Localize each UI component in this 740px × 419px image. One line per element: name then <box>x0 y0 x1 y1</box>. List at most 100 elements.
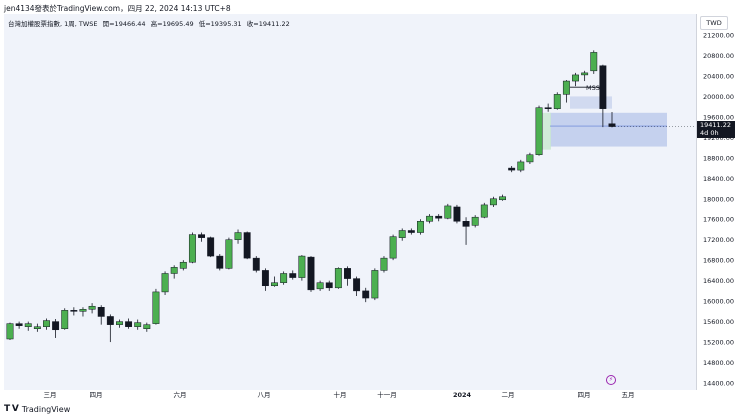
y-tick-label: 19600.00 <box>703 113 734 121</box>
y-tick-label: 16400.00 <box>703 277 734 285</box>
candle-body <box>234 232 242 240</box>
y-tick-label: 14800.00 <box>703 359 734 367</box>
candle-body <box>380 257 388 271</box>
candle-body <box>125 321 133 327</box>
candle-body <box>444 205 452 219</box>
x-tick-label: 八月 <box>258 391 271 399</box>
price-axis[interactable] <box>696 14 740 390</box>
tradingview-logo-icon: T V <box>4 404 19 414</box>
candle-body <box>398 230 406 238</box>
candle-body <box>353 278 361 292</box>
candle-body <box>334 268 342 289</box>
candle-body <box>79 309 87 312</box>
candle-body <box>179 261 187 269</box>
candle-body <box>581 72 589 76</box>
candle-body <box>298 255 306 278</box>
candle-body <box>499 196 506 201</box>
candle-body <box>517 161 525 171</box>
candle-body <box>590 52 598 72</box>
candle-body <box>417 221 424 233</box>
x-tick-label: 三月 <box>44 391 57 399</box>
candle-body <box>170 267 178 274</box>
candle-body <box>316 282 324 290</box>
candle-body <box>471 216 479 226</box>
candle-body <box>6 323 14 340</box>
publish-header: jen4134發表於TradingView.com，四月 22, 2024 14… <box>4 4 231 13</box>
candle-body <box>88 305 96 310</box>
candle-body <box>371 270 379 299</box>
lightning-icon[interactable]: ⚡ <box>606 375 616 385</box>
candle-body <box>508 167 516 171</box>
candle-body <box>544 107 552 109</box>
candle-body <box>599 65 607 109</box>
candle-body <box>407 230 415 233</box>
candle-body <box>24 323 32 327</box>
y-tick-label: 16800.00 <box>703 257 734 265</box>
y-tick-label: 17600.00 <box>703 216 734 224</box>
x-tick-label: 十月 <box>334 390 347 399</box>
candle-body <box>261 270 269 287</box>
current-price-tag: 19411.22 4d 0h <box>697 121 735 138</box>
symbol-legend: 台灣加權股票指數, 1周, TWSE 開=19466.44 高=19695.49… <box>8 18 293 28</box>
candle-body <box>152 291 160 324</box>
x-tick-label: 六月 <box>174 390 187 399</box>
candle-body <box>489 198 497 206</box>
candle-body <box>134 322 142 327</box>
candle-body <box>106 316 114 325</box>
candle-body <box>307 256 315 291</box>
x-tick-label: 十一月 <box>377 390 397 399</box>
order-block-box <box>550 112 667 147</box>
x-tick-label: 四月 <box>90 391 103 399</box>
candle-body <box>15 323 23 326</box>
candle-body <box>480 204 488 218</box>
candle-body <box>207 237 215 257</box>
candle-body <box>188 234 196 263</box>
candle-body <box>252 257 260 271</box>
candle-body <box>198 234 205 238</box>
legend-open: 開=19466.44 <box>102 20 146 28</box>
candle-body <box>325 282 333 289</box>
candle-body <box>52 321 60 331</box>
legend-high: 高=19695.49 <box>150 20 194 28</box>
candle-body <box>216 255 224 269</box>
candle-body <box>280 273 288 283</box>
legend-close: 收=19411.22 <box>246 20 290 28</box>
current-price: 19411.22 <box>700 121 732 129</box>
legend-symbol: 台灣加權股票指數, 1周, TWSE <box>8 20 98 28</box>
candle-body <box>344 268 351 279</box>
bar-countdown: 4d 0h <box>700 129 719 137</box>
candle-body <box>562 80 570 95</box>
candle-body <box>453 206 461 222</box>
candle-body <box>43 320 50 327</box>
candle-body <box>435 215 443 219</box>
candle-body <box>526 154 534 163</box>
candle-body <box>61 310 69 330</box>
candle-body <box>225 239 233 269</box>
x-tick-label: 五月 <box>622 391 635 399</box>
mss-annotation: MSS <box>586 84 600 92</box>
x-tick-label: 四月 <box>578 391 591 399</box>
y-tick-label: 20400.00 <box>703 72 734 80</box>
y-tick-label: 20000.00 <box>703 93 734 101</box>
x-tick-label: 2024 <box>453 391 472 399</box>
y-tick-label: 16000.00 <box>703 298 734 306</box>
currency-label[interactable]: TWD <box>700 16 728 30</box>
candle-body <box>462 221 470 227</box>
y-tick-label: 15600.00 <box>703 318 734 326</box>
candle-body <box>553 94 561 109</box>
candle-body <box>271 282 278 287</box>
y-tick-label: 18800.00 <box>703 154 734 162</box>
candle-body <box>161 273 169 293</box>
candle-body <box>243 232 251 259</box>
y-tick-label: 15200.00 <box>703 339 734 347</box>
footer-brand: TradingView <box>21 404 71 414</box>
candle-body <box>535 107 543 156</box>
candle-body <box>33 326 41 330</box>
candle-body <box>572 74 579 82</box>
y-tick-label: 18400.00 <box>703 175 734 183</box>
y-tick-label: 14400.00 <box>703 380 734 388</box>
x-tick-label: 二月 <box>502 391 515 399</box>
candle-body <box>426 215 434 222</box>
candle-body <box>97 307 105 317</box>
